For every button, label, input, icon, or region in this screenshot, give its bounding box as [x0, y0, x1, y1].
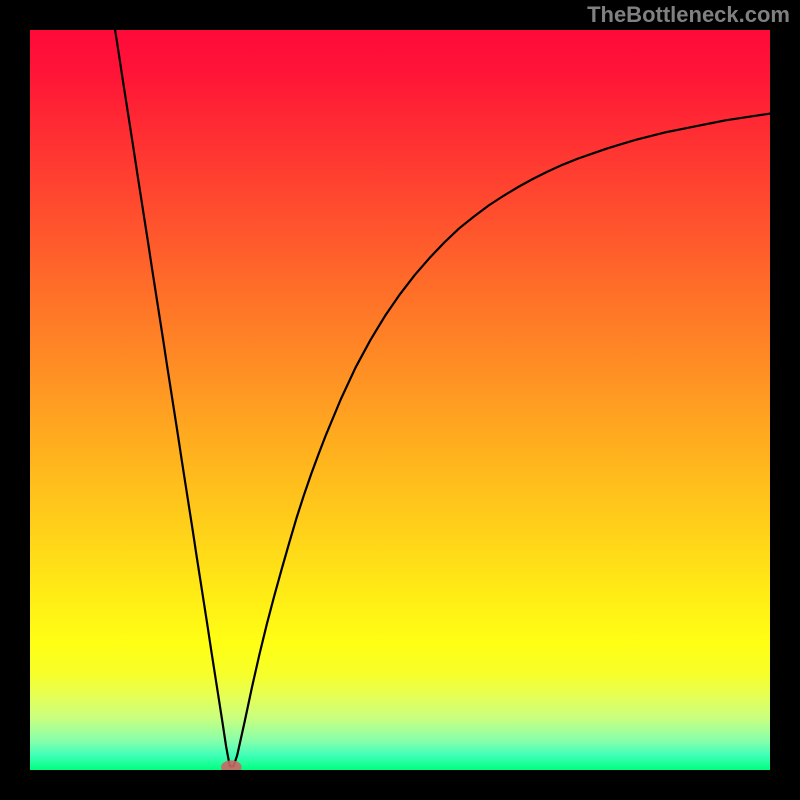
chart-stage: TheBottleneck.com: [0, 0, 800, 800]
plot-area: [30, 30, 770, 770]
gradient-background: [30, 30, 770, 770]
watermark-text: TheBottleneck.com: [587, 2, 790, 28]
